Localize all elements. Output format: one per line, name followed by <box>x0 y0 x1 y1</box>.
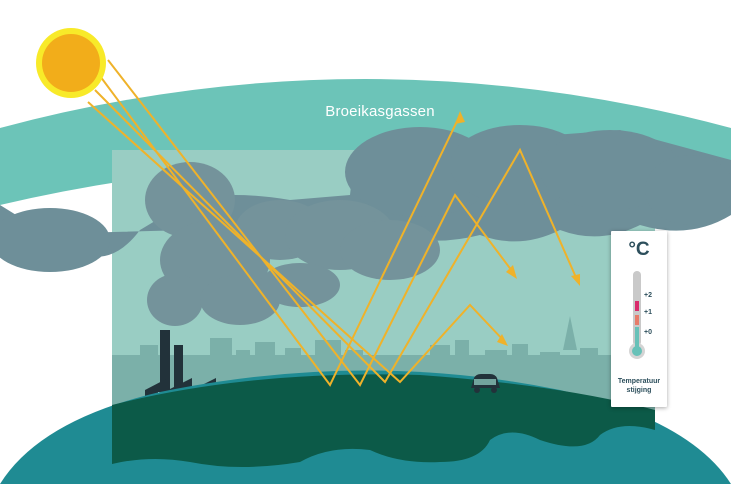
thermometer-caption: Temperatuur stijging <box>611 377 667 395</box>
caption-line-2: stijging <box>626 387 652 394</box>
thermometer-level <box>635 327 639 349</box>
tick-label: +2 <box>644 292 652 299</box>
sunlight-rays <box>87 59 579 387</box>
temperature-unit: °C <box>628 239 650 260</box>
caption-line-1: Temperatuur <box>617 378 661 385</box>
car-icon <box>471 374 500 393</box>
earth-land <box>112 374 655 467</box>
greenhouse-gases-label: Broeikasgassen <box>325 103 435 120</box>
thermometer-segment-plus0 <box>635 315 639 325</box>
tick-label: +0 <box>644 329 652 336</box>
thermometer-bulb-fill <box>632 346 642 356</box>
thermometer-card: °C +2 +1 +0 Temperatuur stijging <box>611 231 667 407</box>
ray-arrowheads <box>455 111 580 346</box>
tick-label: +1 <box>644 309 652 316</box>
sun-icon <box>36 28 106 98</box>
thermometer-segment-plus1 <box>635 301 639 311</box>
